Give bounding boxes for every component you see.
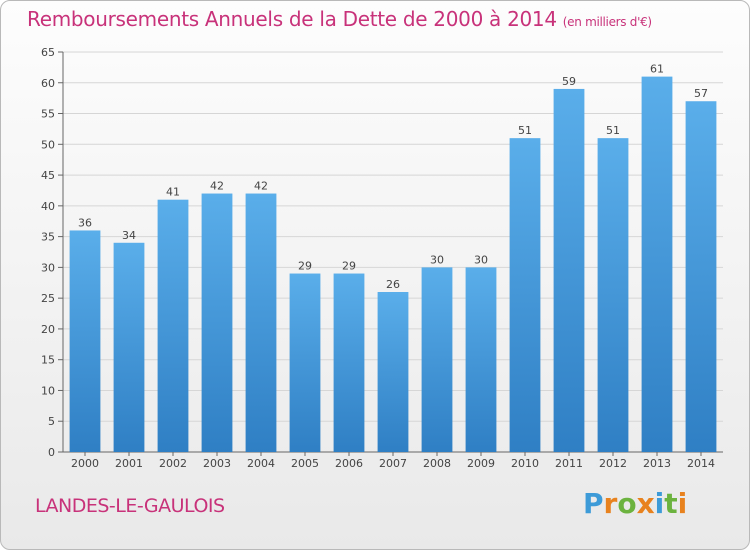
y-tick-label: 35	[41, 231, 55, 244]
logo-letter: P	[583, 487, 604, 520]
data-label: 30	[474, 253, 488, 266]
bar	[333, 273, 365, 452]
bar	[465, 267, 497, 452]
data-label: 34	[122, 229, 136, 242]
x-tick-label: 2000	[71, 457, 99, 470]
bar	[553, 88, 585, 452]
x-tick-label: 2012	[599, 457, 627, 470]
city-name: LANDES-LE-GAULOIS	[35, 495, 225, 517]
chart-title-text: Remboursements Annuels de la Dette de 20…	[27, 7, 557, 31]
bar	[685, 101, 717, 452]
bar	[113, 242, 145, 452]
y-tick-label: 25	[41, 292, 55, 305]
data-label: 26	[386, 278, 400, 291]
y-tick-label: 20	[41, 323, 55, 336]
x-tick-label: 2009	[467, 457, 495, 470]
bar	[641, 76, 673, 452]
logo-letter: o	[617, 487, 637, 520]
data-label: 41	[166, 186, 180, 199]
bar	[597, 138, 629, 452]
y-tick-label: 15	[41, 354, 55, 367]
logo-letter: r	[603, 487, 618, 520]
x-tick-label: 2011	[555, 457, 583, 470]
data-label: 57	[694, 87, 708, 100]
data-label: 42	[210, 180, 224, 193]
x-tick-label: 2014	[687, 457, 715, 470]
bar	[157, 199, 189, 452]
data-label: 42	[254, 180, 268, 193]
bar	[245, 193, 277, 453]
x-tick-label: 2008	[423, 457, 451, 470]
bar	[377, 292, 409, 452]
bar	[69, 230, 101, 452]
x-tick-label: 2010	[511, 457, 539, 470]
x-tick-label: 2003	[203, 457, 231, 470]
x-tick-label: 2006	[335, 457, 363, 470]
x-tick-label: 2001	[115, 457, 143, 470]
y-tick-label: 0	[48, 446, 55, 459]
logo-letter: t	[664, 487, 678, 520]
y-tick-label: 50	[41, 138, 55, 151]
chart-title: Remboursements Annuels de la Dette de 20…	[27, 7, 652, 31]
data-label: 29	[298, 260, 312, 273]
logo-letter: x	[636, 487, 655, 520]
y-tick-label: 65	[41, 46, 55, 59]
y-tick-label: 55	[41, 108, 55, 121]
y-tick-label: 5	[48, 415, 55, 428]
proxiti-logo: Proxiti	[583, 487, 687, 520]
logo-letter: i	[654, 487, 665, 520]
x-tick-label: 2007	[379, 457, 407, 470]
data-label: 51	[518, 124, 532, 137]
data-label: 51	[606, 124, 620, 137]
y-tick-label: 10	[41, 384, 55, 397]
y-tick-label: 30	[41, 261, 55, 274]
x-tick-label: 2013	[643, 457, 671, 470]
bar	[201, 193, 233, 453]
logo-letter: i	[677, 487, 688, 520]
x-tick-label: 2005	[291, 457, 319, 470]
x-tick-label: 2002	[159, 457, 187, 470]
y-tick-label: 60	[41, 77, 55, 90]
data-label: 36	[78, 216, 92, 229]
data-label: 30	[430, 253, 444, 266]
data-label: 61	[650, 63, 664, 76]
data-label: 59	[562, 75, 576, 88]
bar	[509, 138, 541, 452]
data-label: 29	[342, 260, 356, 273]
bar	[421, 267, 453, 452]
chart-subtitle: (en milliers d'€)	[562, 15, 652, 29]
x-tick-label: 2004	[247, 457, 275, 470]
y-tick-label: 40	[41, 200, 55, 213]
bar	[289, 273, 321, 452]
y-tick-label: 45	[41, 169, 55, 182]
